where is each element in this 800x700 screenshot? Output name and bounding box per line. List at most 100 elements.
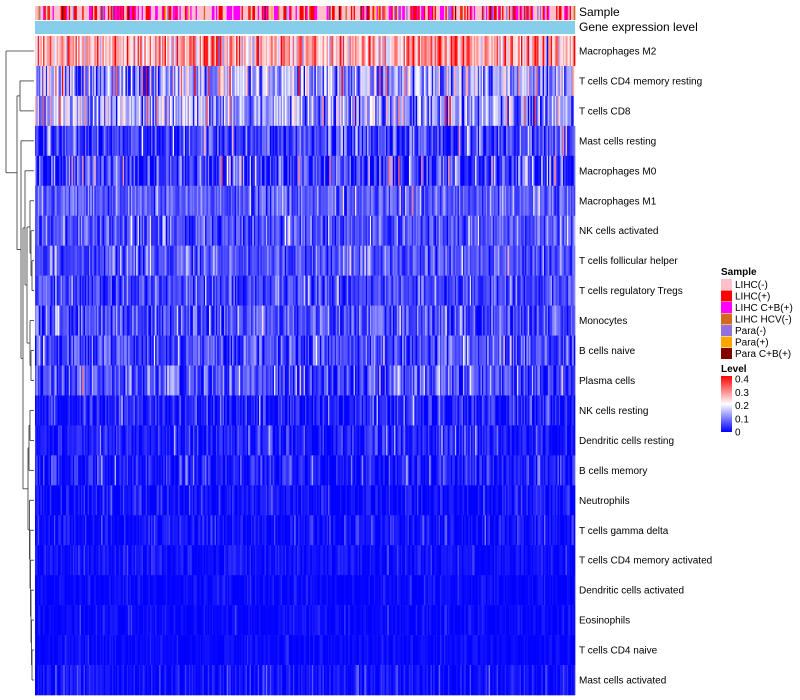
sample-annotation-cell <box>413 6 415 20</box>
heatmap-cell <box>261 125 264 157</box>
heatmap-cell <box>70 65 72 97</box>
heatmap-cell <box>138 305 141 336</box>
heatmap-cell <box>516 36 519 67</box>
sample-annotation-cell <box>286 6 288 20</box>
sample-annotation-cell <box>431 6 434 20</box>
heatmap-cell <box>352 95 354 127</box>
heatmap-cell <box>485 185 488 217</box>
heatmap-cell <box>251 305 253 336</box>
heatmap-cell <box>124 275 126 306</box>
sample-annotation-cell <box>49 6 52 20</box>
heatmap-cell <box>434 215 437 246</box>
heatmap-cell <box>275 245 277 276</box>
heatmap-cell <box>481 65 484 97</box>
heatmap-cell <box>340 125 342 157</box>
heatmap-cell <box>537 36 539 67</box>
heatmap-cell <box>379 275 381 306</box>
heatmap-cell <box>527 36 530 67</box>
heatmap-cell <box>516 335 519 366</box>
heatmap-cell <box>94 65 97 97</box>
heatmap-cell <box>161 185 164 217</box>
heatmap-cell <box>427 275 430 306</box>
sample-annotation-cell <box>507 6 510 20</box>
heatmap-cell <box>257 275 260 306</box>
heatmap-cell <box>288 335 291 366</box>
heatmap-cell <box>487 215 489 246</box>
heatmap-cell <box>453 275 456 306</box>
heatmap-cell <box>176 335 179 366</box>
heatmap-cell <box>472 125 475 157</box>
sample-annotation-cell <box>537 6 539 20</box>
heatmap-cell <box>256 95 259 127</box>
heatmap-cell <box>306 305 309 336</box>
heatmap-cell <box>388 125 391 157</box>
heatmap-cell <box>554 95 557 127</box>
heatmap-cell <box>192 95 195 127</box>
heatmap-cell <box>101 95 103 127</box>
heatmap-cell <box>507 65 510 97</box>
sample-annotation-cell <box>471 6 473 20</box>
heatmap-cell <box>237 185 240 217</box>
heatmap-cell <box>457 125 460 157</box>
heatmap-cell <box>461 335 464 366</box>
heatmap-cell <box>178 275 180 306</box>
heatmap-cell <box>573 65 576 97</box>
heatmap-cell <box>404 305 407 336</box>
heatmap-cell <box>253 305 256 336</box>
heatmap-cell <box>565 36 568 67</box>
heatmap-cell <box>438 215 441 246</box>
heatmap-cell <box>427 125 430 157</box>
sample-annotation-cell <box>453 6 456 20</box>
heatmap-cell <box>67 365 70 396</box>
heatmap-cell <box>330 65 333 97</box>
sample-annotation-cell <box>44 6 47 20</box>
heatmap-cell <box>49 36 52 67</box>
heatmap-cell <box>136 125 138 157</box>
heatmap-cell <box>573 275 576 306</box>
heatmap-cell <box>523 215 526 246</box>
heatmap-cell <box>206 155 209 187</box>
heatmap-cell <box>205 65 207 97</box>
heatmap-cell <box>260 215 263 246</box>
heatmap-cell <box>106 335 109 366</box>
heatmap-cell <box>294 185 296 217</box>
heatmap-cell <box>240 275 242 306</box>
heatmap-cell <box>514 215 516 246</box>
heatmap-cell <box>504 275 507 306</box>
sample-annotation-cell <box>402 6 404 20</box>
heatmap-cell <box>441 335 444 366</box>
heatmap-cell <box>253 65 256 97</box>
heatmap-cell <box>380 155 383 187</box>
heatmap-cell <box>35 125 37 157</box>
heatmap-cell <box>179 155 182 187</box>
heatmap-cell <box>70 335 72 366</box>
heatmap-cell <box>183 125 186 157</box>
sample-annotation-cell <box>479 6 481 20</box>
gene-expression-annotation-label: Gene expression level <box>579 20 698 34</box>
heatmap-cell <box>545 305 547 336</box>
heatmap-cell <box>259 95 261 127</box>
heatmap-cell <box>421 155 423 187</box>
heatmap-cell <box>45 65 48 97</box>
heatmap-cell <box>494 36 496 67</box>
heatmap-cell <box>315 36 318 67</box>
heatmap-cell <box>232 185 234 217</box>
heatmap-cell <box>132 185 134 217</box>
heatmap-cell <box>121 95 124 127</box>
heatmap-cell <box>476 155 479 187</box>
heatmap-cell <box>211 125 214 157</box>
heatmap-cell <box>452 215 454 246</box>
heatmap-cell <box>394 185 396 217</box>
heatmap-cell <box>334 95 337 127</box>
heatmap-cell <box>386 245 388 276</box>
sample-annotation-cell <box>191 6 194 20</box>
heatmap-cell <box>387 245 390 276</box>
heatmap-cell <box>210 125 213 157</box>
heatmap-cell <box>90 275 93 306</box>
heatmap-cell <box>518 125 520 157</box>
sample-annotation-cell <box>295 6 298 20</box>
heatmap-cell <box>427 95 430 127</box>
heatmap-cell <box>39 335 41 366</box>
heatmap-cell <box>63 36 66 67</box>
heatmap-cell <box>109 275 111 306</box>
